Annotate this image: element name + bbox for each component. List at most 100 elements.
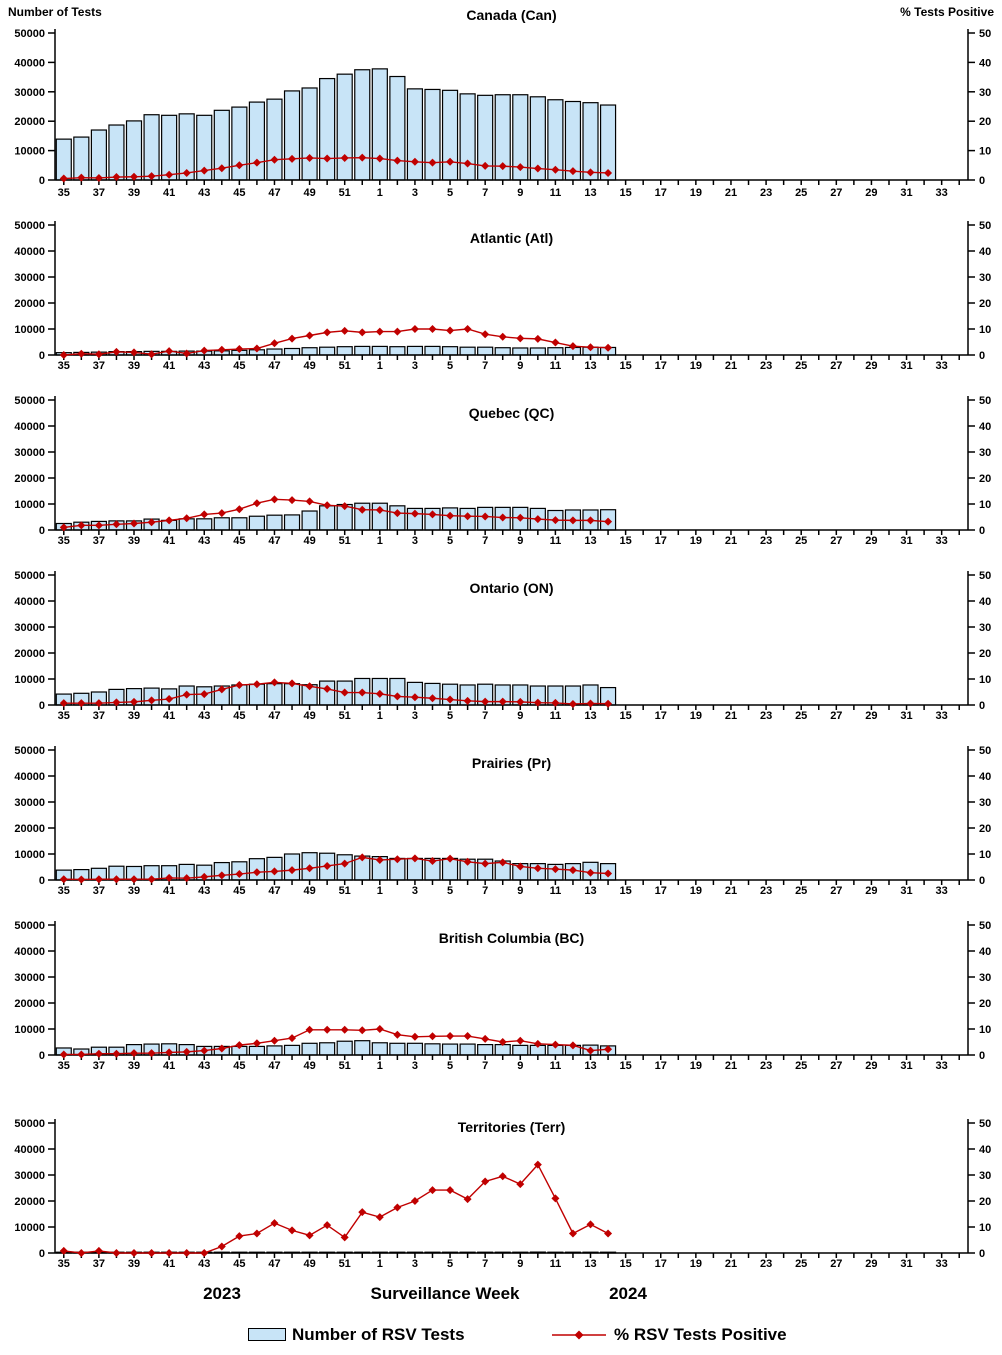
x-tick-label: 19: [690, 360, 702, 372]
x-tick-label: 5: [447, 535, 453, 547]
x-tick-label: 41: [163, 710, 175, 722]
pct-marker-week-52: [358, 153, 367, 162]
pct-marker-week-37: [94, 350, 103, 359]
y-tick-label-right: 30: [979, 797, 991, 809]
x-tick-label: 17: [655, 710, 667, 722]
y-tick-label-left: 0: [39, 350, 45, 362]
pct-marker-week-45: [235, 870, 244, 879]
panel-ontario: Ontario (ON) 0 10000 20000 30000 40000 50000 0 1…: [0, 560, 1002, 735]
x-tick-label: 47: [268, 1258, 280, 1270]
pct-marker-week-51: [340, 688, 349, 697]
pct-marker-week-7: [481, 161, 490, 170]
pct-marker-week-8: [498, 332, 507, 341]
y-tick-label-left: 50000: [14, 28, 45, 40]
x-tick-label: 13: [584, 710, 596, 722]
x-tick-label: 21: [725, 187, 737, 199]
x-tick-label: 25: [795, 1060, 807, 1072]
x-tick-label: 19: [690, 1060, 702, 1072]
pct-marker-week-4: [428, 1186, 437, 1195]
pct-marker-week-47: [270, 339, 279, 348]
pct-marker-week-49: [305, 864, 314, 873]
pct-marker-week-2: [393, 1203, 402, 1212]
pct-marker-week-14: [604, 869, 613, 878]
left-axis-title: Number of Tests: [8, 5, 102, 19]
pct-marker-week-44: [217, 871, 226, 880]
x-tick-label: 7: [482, 1060, 488, 1072]
y-tick-label-right: 30: [979, 87, 991, 99]
pct-marker-week-7: [481, 512, 490, 521]
pct-marker-week-8: [498, 697, 507, 706]
chart-3: Ontario (ON) 0 10000 20000 30000 40000 50000 0 1…: [14, 570, 991, 722]
y-tick-label-left: 0: [39, 175, 45, 187]
pct-marker-week-50: [323, 861, 332, 870]
pct-marker-week-14: [604, 343, 613, 352]
pct-marker-week-42: [182, 168, 191, 177]
bars-group: [55, 852, 617, 881]
x-tick-label: 15: [620, 535, 632, 547]
x-tick-label: 49: [303, 187, 315, 199]
pct-marker-week-49: [305, 497, 314, 506]
pct-marker-week-47: [270, 678, 279, 687]
bar-week-48: [283, 90, 301, 181]
x-tick-label: 25: [795, 885, 807, 897]
pct-marker-week-10: [533, 515, 542, 524]
right-axis-title: % Tests Positive: [900, 5, 994, 19]
x-tick-label: 5: [447, 885, 453, 897]
x-tick-label: 17: [655, 1060, 667, 1072]
pct-marker-week-47: [270, 1036, 279, 1045]
pct-marker-week-13: [586, 1046, 595, 1055]
pct-marker-week-46: [252, 158, 261, 167]
bar-week-35: [55, 138, 72, 181]
pct-marker-week-3: [410, 325, 419, 333]
pct-marker-week-40: [147, 350, 156, 359]
chart-1: Atlantic (Atl) 0 10000 20000 30000 40000 50000…: [14, 220, 991, 372]
y-tick-label-left: 40000: [14, 421, 45, 433]
x-tick-label: 47: [268, 1060, 280, 1072]
pct-marker-week-6: [463, 512, 472, 521]
x-tick-label: 41: [163, 187, 175, 199]
y-tick-label-right: 50: [979, 28, 991, 40]
x-tick-label: 33: [936, 1060, 948, 1072]
y-tick-label-right: 40: [979, 57, 991, 69]
pct-marker-week-10: [533, 1039, 542, 1048]
x-tick-label: 29: [865, 187, 877, 199]
x-tick-label: 27: [830, 1060, 842, 1072]
pct-marker-week-3: [410, 157, 419, 166]
bar-week-5: [441, 346, 459, 356]
x-tick-label: 11: [550, 1258, 562, 1270]
legend-line-label: % RSV Tests Positive: [614, 1325, 787, 1344]
pct-marker-week-48: [288, 334, 297, 343]
y-tick-label-right: 30: [979, 972, 991, 984]
bar-week-4: [424, 1043, 441, 1056]
x-tick-label: 33: [936, 535, 948, 547]
pct-marker-week-48: [288, 496, 297, 505]
panel-canada: Number of Tests % Tests Positive Canada (C…: [0, 0, 1002, 210]
pct-marker-week-8: [498, 162, 507, 171]
pct-marker-week-37: [94, 1246, 103, 1255]
pct-marker-week-13: [586, 343, 595, 352]
x-tick-label: 1: [377, 535, 383, 547]
pct-marker-week-50: [323, 1025, 332, 1034]
bar-week-7: [477, 1044, 494, 1056]
x-tick-label: 41: [163, 1258, 175, 1270]
bar-week-6: [459, 346, 476, 356]
bar-week-9: [512, 1044, 529, 1056]
y-tick-label-right: 50: [979, 220, 991, 232]
y-tick-label-right: 40: [979, 421, 991, 433]
pct-marker-week-14: [604, 1229, 613, 1238]
x-tick-label: 37: [93, 535, 105, 547]
pct-marker-week-5: [446, 1032, 455, 1041]
pct-marker-week-41: [165, 1249, 174, 1257]
x-tick-label: 17: [655, 360, 667, 372]
pct-marker-week-43: [200, 872, 209, 881]
x-tick-label: 45: [233, 1258, 245, 1270]
x-tick-label: 27: [830, 187, 842, 199]
pct-marker-week-51: [340, 502, 349, 511]
bar-week-1: [371, 68, 388, 181]
y-tick-label-right: 10: [979, 1024, 991, 1036]
bar-week-8: [494, 347, 511, 356]
x-tick-label: 23: [760, 1258, 772, 1270]
y-tick-label-right: 40: [979, 946, 991, 958]
x-tick-label: 43: [198, 885, 210, 897]
y-tick-label-right: 0: [979, 700, 985, 712]
